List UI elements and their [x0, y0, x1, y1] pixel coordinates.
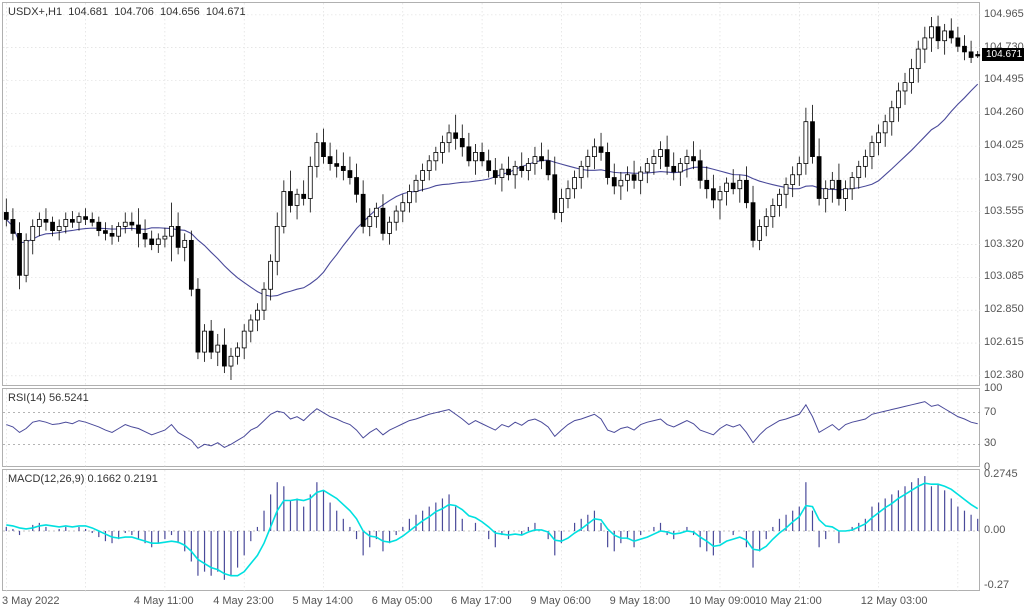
ohlc-low: 104.656: [160, 6, 200, 18]
price-y-tick: 103.085: [984, 270, 1024, 282]
macd-svg: [3, 470, 981, 592]
current-price-tag: 104.671: [982, 48, 1024, 61]
ohlc-close: 104.671: [206, 6, 246, 18]
price-y-tick: 103.555: [984, 205, 1024, 217]
macd-panel[interactable]: MACD(12,26,9) 0.1662 0.2191: [2, 469, 980, 591]
price-y-tick: 104.495: [984, 73, 1024, 85]
rsi-y-tick: 100: [984, 382, 1002, 394]
rsi-y-tick: 30: [984, 437, 996, 449]
rsi-title: RSI(14) 56.5241: [8, 392, 89, 404]
x-axis-tick: 4 May 23:00: [213, 595, 274, 607]
price-chart-svg: [3, 3, 981, 387]
price-panel-title: USDX+,H1 104.681 104.706 104.656 104.671: [8, 6, 246, 18]
x-axis-tick: 10 May 09:00: [689, 595, 756, 607]
macd-y-tick: 0.2745: [984, 468, 1018, 480]
x-axis-tick: 12 May 03:00: [861, 595, 928, 607]
x-axis-tick: 3 May 2022: [2, 595, 59, 607]
price-y-tick: 104.025: [984, 139, 1024, 151]
macd-y-tick: 0.00: [984, 524, 1005, 536]
x-axis-tick: 9 May 06:00: [530, 595, 591, 607]
x-axis-tick: 6 May 17:00: [451, 595, 512, 607]
symbol-label: USDX+,H1: [8, 6, 62, 18]
ohlc-high: 104.706: [114, 6, 154, 18]
price-y-tick: 103.790: [984, 172, 1024, 184]
price-y-tick: 102.615: [984, 336, 1024, 348]
x-axis-tick: 4 May 11:00: [134, 595, 194, 607]
x-axis-tick: 9 May 18:00: [610, 595, 671, 607]
rsi-svg: [3, 389, 981, 468]
price-y-tick: 104.965: [984, 8, 1024, 20]
x-axis-tick: 5 May 14:00: [292, 595, 353, 607]
price-y-tick: 102.850: [984, 303, 1024, 315]
price-y-tick: 102.380: [984, 369, 1024, 381]
macd-title: MACD(12,26,9) 0.1662 0.2191: [8, 473, 158, 485]
x-axis-tick: 6 May 05:00: [372, 595, 433, 607]
price-y-tick: 103.320: [984, 238, 1024, 250]
macd-y-tick: -0.27: [984, 579, 1009, 591]
rsi-y-tick: 70: [984, 406, 996, 418]
price-chart-panel[interactable]: USDX+,H1 104.681 104.706 104.656 104.671: [2, 2, 980, 386]
rsi-panel[interactable]: RSI(14) 56.5241: [2, 388, 980, 467]
x-axis-tick: 10 May 21:00: [755, 595, 822, 607]
price-y-tick: 104.260: [984, 106, 1024, 118]
ohlc-open: 104.681: [68, 6, 108, 18]
